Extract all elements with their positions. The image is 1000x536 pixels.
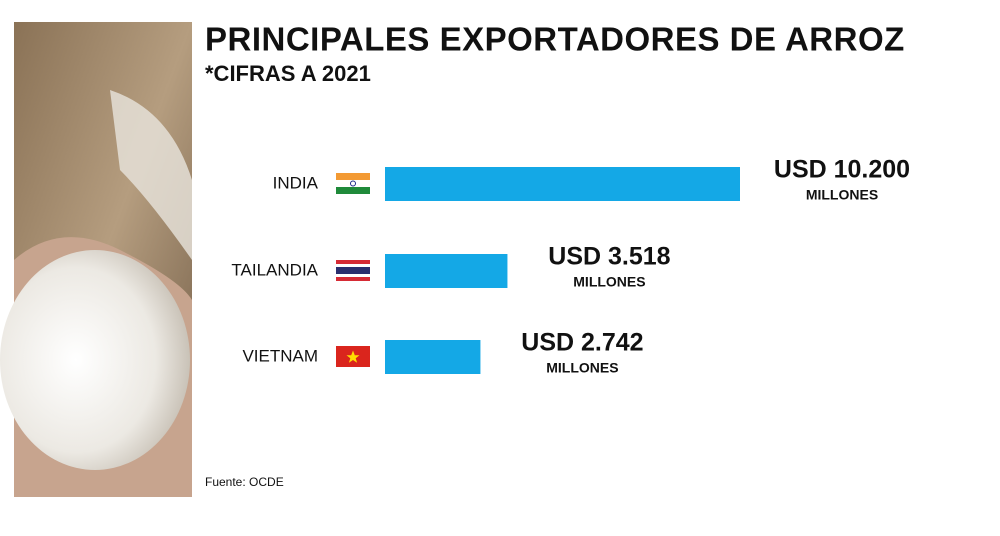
flag (336, 173, 370, 194)
flag-stripe (336, 180, 370, 187)
flag-stripe (336, 267, 370, 274)
unit-label: MILLONES (806, 187, 878, 203)
category-label: VIETNAM (242, 346, 318, 365)
flag-stripe (336, 274, 370, 277)
flag-star (346, 350, 360, 363)
source: Fuente: OCDE (205, 475, 284, 489)
flag (336, 260, 370, 281)
flag (336, 346, 370, 367)
photo (0, 22, 192, 497)
chart-title: PRINCIPALES EXPORTADORES DE ARROZ (205, 21, 905, 58)
bar (385, 167, 740, 201)
flag-stripe (336, 277, 370, 281)
bar (385, 340, 481, 374)
value-label: USD 2.742 (521, 329, 643, 357)
category-label: TAILANDIA (231, 260, 318, 279)
flag-stripe (336, 173, 370, 180)
value-label: USD 3.518 (548, 243, 670, 271)
unit-label: MILLONES (546, 360, 618, 376)
flag-wheel (350, 180, 356, 187)
unit-label: MILLONES (573, 274, 645, 290)
value-label: USD 10.200 (774, 156, 910, 184)
category-label: INDIA (273, 173, 319, 192)
flag-stripe (336, 264, 370, 267)
flag-stripe (336, 187, 370, 194)
chart-subtitle: *CIFRAS A 2021 (205, 61, 371, 86)
bar (385, 254, 508, 288)
flag-stripe (336, 260, 370, 264)
